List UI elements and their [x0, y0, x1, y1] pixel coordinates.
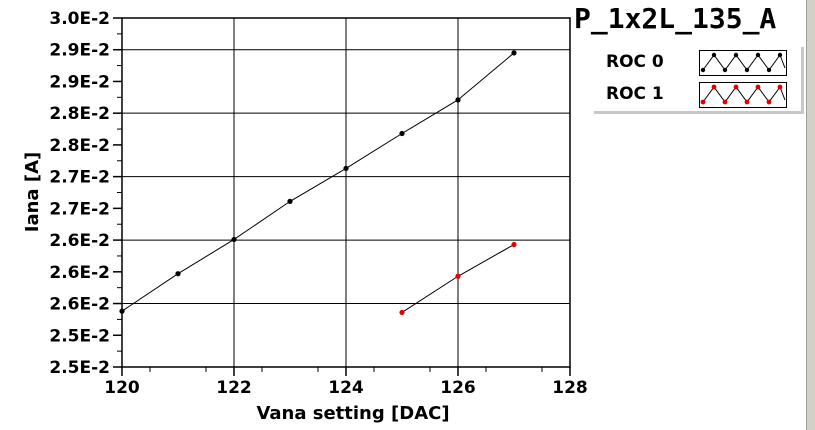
legend-swatch-roc-1	[699, 82, 787, 108]
y-tick-label: 2.8E-2	[49, 104, 110, 124]
data-point-roc-0	[455, 97, 461, 103]
axis-layer: 120 122 124 126 128 2.5E-2 2.5E-2 2.6E-2 2.6E-2 2…	[49, 9, 587, 398]
y-tick-label: 2.5E-2	[49, 326, 110, 346]
data-point-roc-1	[399, 309, 405, 316]
x-tick-label: 120	[104, 378, 140, 398]
x-tick-label: 124	[328, 378, 364, 398]
y-axis-title: Iana [A]	[22, 152, 43, 232]
legend-label-roc-1: ROC 1	[606, 84, 664, 104]
y-tick-label: 2.7E-2	[49, 199, 110, 219]
data-point-roc-0	[231, 236, 237, 243]
legend-entry-roc-1: ROC 1	[594, 79, 801, 111]
grid-layer	[122, 18, 570, 367]
y-tick-label: 2.7E-2	[49, 168, 110, 188]
legend-swatch-roc-0	[699, 50, 787, 76]
data-point-roc-0	[287, 198, 293, 204]
y-tick-label: 2.6E-2	[49, 231, 110, 251]
data-point-roc-0	[343, 165, 349, 171]
y-tick-label: 2.9E-2	[49, 72, 110, 92]
data-point-roc-1	[511, 241, 517, 248]
series-layer	[119, 50, 517, 316]
y-tick-label: 2.5E-2	[49, 358, 110, 378]
legend-entry-roc-0: ROC 0	[594, 47, 801, 79]
legend-label-roc-0: ROC 0	[606, 52, 664, 72]
y-tick-label: 2.6E-2	[49, 295, 110, 315]
chart-title: P_1x2L_135_A	[574, 2, 777, 35]
data-point-roc-0	[175, 271, 181, 277]
x-tick-label: 126	[440, 378, 476, 398]
data-point-roc-0	[399, 130, 405, 137]
window-scroll-edge	[806, 0, 815, 430]
y-tick-label: 2.6E-2	[49, 263, 110, 283]
legend: ROC 0 ROC 1	[594, 47, 804, 114]
series-line-roc-0	[121, 52, 515, 312]
y-tick-label: 2.9E-2	[49, 41, 110, 61]
y-tick-label: 2.8E-2	[49, 136, 110, 156]
data-point-roc-0	[511, 50, 517, 56]
y-tick-label: 3.0E-2	[49, 9, 110, 29]
plot-frame	[121, 17, 571, 368]
x-tick-label: 122	[216, 378, 252, 398]
data-point-roc-1	[455, 273, 461, 279]
data-point-roc-0	[119, 308, 125, 314]
x-tick-label: 128	[552, 378, 588, 398]
x-axis-title: Vana setting [DAC]	[256, 403, 449, 424]
